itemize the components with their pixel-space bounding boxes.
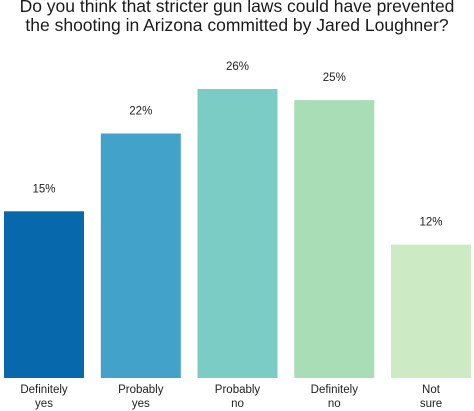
chart-title-line-1: Do you think that stricter gun laws coul…: [19, 0, 455, 16]
category-label-1-line-1: yes: [132, 398, 150, 410]
bar-3: [294, 100, 375, 378]
category-label-3-line-1: no: [328, 398, 341, 410]
bar-value-label-3: 25%: [323, 72, 346, 84]
bar-value-label-2: 26%: [226, 61, 249, 73]
bar-1: [100, 133, 181, 378]
category-label-4-line-0: Not: [422, 384, 441, 396]
category-label-2-line-1: no: [231, 398, 244, 410]
bar-value-label-4: 12%: [419, 217, 442, 229]
bar-2: [197, 89, 278, 378]
category-label-3-line-0: Definitely: [311, 384, 359, 396]
category-label-4-line-1: sure: [420, 398, 442, 410]
category-label-0-line-1: yes: [35, 398, 53, 410]
category-label-0-line-0: Definitely: [20, 384, 68, 396]
bar-4: [391, 244, 471, 378]
bar-value-label-0: 15%: [32, 183, 55, 195]
bar-value-label-1: 22%: [129, 106, 152, 118]
category-label-2-line-0: Probably: [215, 384, 261, 396]
category-label-1-line-0: Probably: [118, 384, 164, 396]
chart-title-line-2: the shooting in Arizona committed by Jar…: [25, 15, 449, 35]
bar-0: [4, 211, 84, 378]
chart-title: Do you think that stricter gun laws coul…: [0, 0, 474, 35]
